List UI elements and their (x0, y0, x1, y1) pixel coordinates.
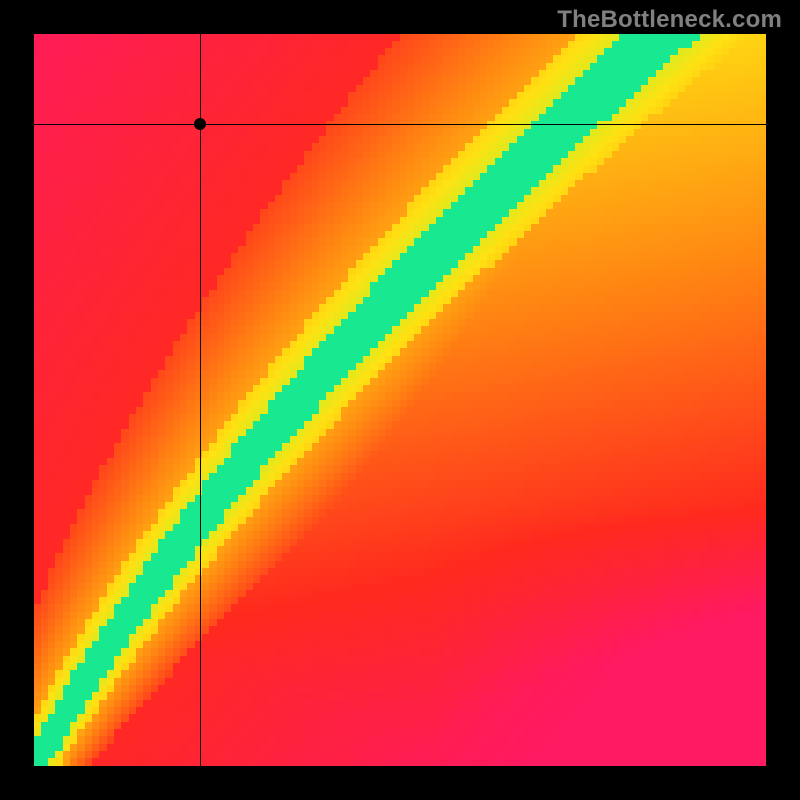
crosshair-horizontal-line (34, 124, 766, 125)
heatmap-plot (34, 34, 766, 766)
heatmap-canvas (34, 34, 766, 766)
watermark-text: TheBottleneck.com (557, 6, 782, 34)
crosshair-marker-dot (194, 118, 206, 130)
crosshair-vertical-line (200, 34, 201, 766)
